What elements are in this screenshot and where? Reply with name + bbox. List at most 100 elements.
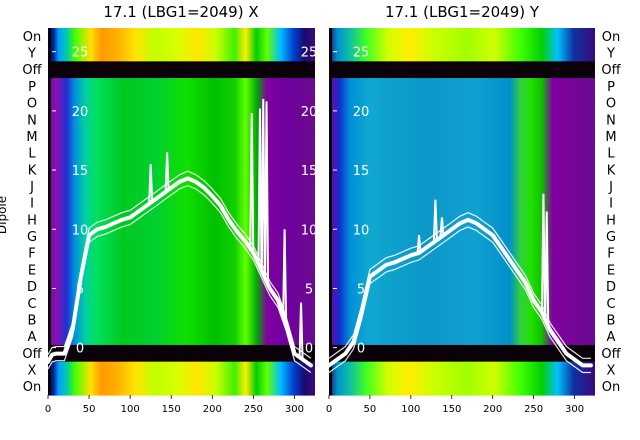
chart-title-x: 17.1 (LBG1=2049) X xyxy=(103,3,258,21)
overlay-spike xyxy=(540,193,546,316)
row-label-y: Y xyxy=(27,47,36,62)
row-label-o: O xyxy=(606,97,616,112)
overlay-spike xyxy=(148,164,154,203)
heatmap-row-j xyxy=(329,178,595,196)
overlay-spike xyxy=(164,152,170,191)
heatmap-row-o xyxy=(48,94,315,113)
x-tick-label: 200 xyxy=(203,404,222,415)
row-label-off: Off xyxy=(22,347,42,362)
overlay-tick-label-right: 25 xyxy=(301,46,318,61)
row-label-f: F xyxy=(607,247,614,262)
overlay-tick-label: 15 xyxy=(353,164,370,179)
row-label-h: H xyxy=(606,213,616,228)
overlay-line-trace xyxy=(328,226,591,374)
overlay-tick-label-right: 0 xyxy=(305,342,313,357)
heatmap-row-off xyxy=(48,344,315,363)
row-label-y: Y xyxy=(606,47,615,62)
heatmap-edge xyxy=(48,28,51,395)
x-tick-label: 300 xyxy=(285,404,304,415)
heatmap-edge xyxy=(329,28,332,395)
heatmap-row-k xyxy=(48,161,315,179)
overlay-tick-label: 0 xyxy=(76,342,84,357)
row-label-m: M xyxy=(26,130,37,145)
heatmap-row-e xyxy=(329,261,595,279)
overlay-line-trace xyxy=(47,184,312,373)
row-label-n: N xyxy=(27,113,37,128)
heatmap-row-c xyxy=(329,294,595,313)
overlay-tick-label-right: 10 xyxy=(301,223,318,238)
row-label-x: X xyxy=(607,363,616,378)
overlay-spike xyxy=(264,101,270,282)
heatmap-row-x xyxy=(329,361,595,379)
row-label-off: Off xyxy=(601,347,621,362)
heatmap-row-j xyxy=(48,178,315,196)
heatmap-row-y xyxy=(48,44,315,62)
row-label-g: G xyxy=(27,230,37,245)
row-label-o: O xyxy=(27,97,37,112)
row-label-off: Off xyxy=(601,63,621,78)
heatmap-row-f xyxy=(48,244,315,263)
row-label-off: Off xyxy=(22,63,42,78)
heatmap-row-off xyxy=(48,61,315,79)
overlay-spike xyxy=(439,217,445,237)
overlay-tick-label: 10 xyxy=(72,223,89,238)
row-label-x: X xyxy=(28,363,37,378)
heatmap-row-a xyxy=(48,328,315,346)
chart-title-y: 17.1 (LBG1=2049) Y xyxy=(385,3,540,21)
heatmap-row-off xyxy=(329,61,595,79)
row-label-j: J xyxy=(29,180,34,195)
heatmap-row-b xyxy=(329,311,595,329)
overlay-spike xyxy=(416,235,422,254)
row-label-h: H xyxy=(27,213,37,228)
row-label-b: B xyxy=(28,313,37,328)
heatmap-row-y xyxy=(329,44,595,62)
y-axis-label: Dipole xyxy=(0,196,9,234)
heatmap-row-m xyxy=(329,128,595,146)
overlay-spike xyxy=(298,302,304,359)
row-label-l: L xyxy=(28,147,36,162)
overlay-tick-label: 20 xyxy=(353,105,370,120)
overlay-tick-label: 20 xyxy=(72,105,89,120)
heatmap-row-d xyxy=(48,278,315,296)
heatmap-row-h xyxy=(329,211,595,229)
row-label-i: I xyxy=(609,197,613,212)
heatmap-row-i xyxy=(48,194,315,213)
row-label-on: On xyxy=(23,30,41,45)
row-label-j: J xyxy=(608,180,613,195)
x-tick-label: 50 xyxy=(83,404,96,415)
heatmap-panel-y: 17.1 (LBG1=2049) Y OnYOffPONMLKJIHGFEDCB… xyxy=(326,3,622,415)
x-tick-label: 300 xyxy=(565,404,584,415)
row-label-p: P xyxy=(28,80,36,95)
x-tick-label: 0 xyxy=(45,404,51,415)
heatmap-row-p xyxy=(329,78,595,96)
row-label-on: On xyxy=(23,380,41,395)
row-label-p: P xyxy=(607,80,615,95)
x-tick-label: 250 xyxy=(244,404,263,415)
heatmap-row-on xyxy=(48,378,315,396)
row-label-e: E xyxy=(28,263,36,278)
heatmap-row-off xyxy=(329,344,595,363)
x-tick-label: 100 xyxy=(121,404,140,415)
x-tick-label: 150 xyxy=(442,404,461,415)
heatmap-row-n xyxy=(48,111,315,129)
row-label-b: B xyxy=(607,313,616,328)
x-tick-label: 100 xyxy=(401,404,420,415)
overlay-tick-label: 25 xyxy=(353,46,370,61)
row-label-a: A xyxy=(28,330,37,345)
row-label-k: K xyxy=(607,163,616,178)
heatmap-row-m xyxy=(48,128,315,146)
overlay-spike xyxy=(282,229,288,320)
overlay-tick-label: 15 xyxy=(72,164,89,179)
row-label-c: C xyxy=(606,297,615,312)
heatmap-row-k xyxy=(329,161,595,179)
heatmap-row-p xyxy=(48,78,315,96)
overlay-spike xyxy=(544,211,550,323)
row-label-k: K xyxy=(28,163,37,178)
row-label-g: G xyxy=(606,230,616,245)
x-tick-label: 50 xyxy=(364,404,377,415)
heatmap-row-g xyxy=(329,228,595,246)
overlay-spike xyxy=(257,108,263,268)
row-label-i: I xyxy=(30,197,34,212)
overlay-spike xyxy=(260,99,266,275)
overlay-tick-label-right: 15 xyxy=(301,164,318,179)
